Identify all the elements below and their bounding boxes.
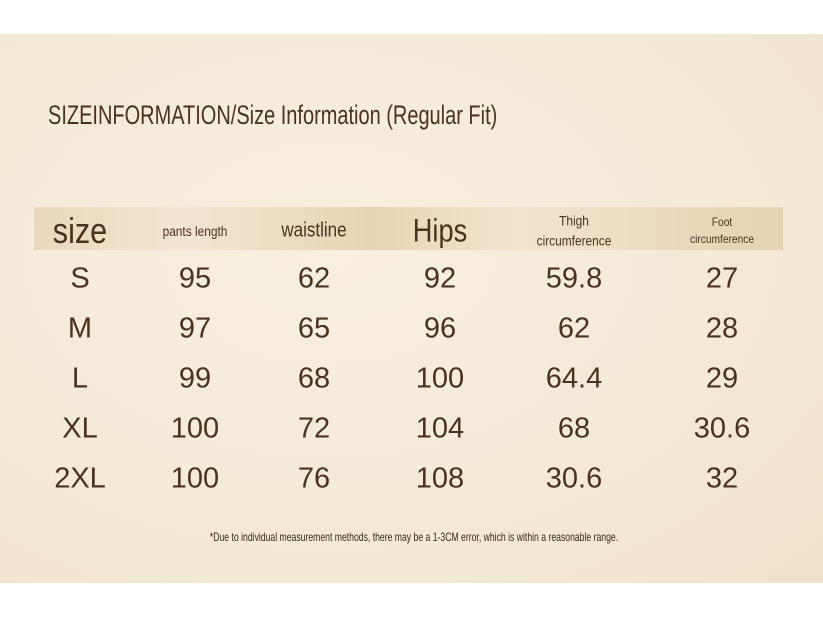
table-cell: 29: [705, 362, 739, 395]
table-cell: 62: [557, 312, 591, 345]
header-cell: waistline: [281, 219, 347, 242]
footnote: *Due to individual measurement methods, …: [209, 530, 619, 544]
table-cell: 30.6: [545, 462, 603, 495]
table-cell: 68: [297, 362, 331, 395]
header-cell: Foot circumference: [689, 215, 755, 246]
table-cell: 76: [297, 462, 331, 495]
table-cell: 62: [297, 262, 331, 295]
header-cell: size: [52, 210, 108, 251]
table-cell: 68: [557, 412, 591, 445]
panel: [0, 34, 823, 583]
table-cell: 99: [178, 362, 212, 395]
size-label: S: [70, 262, 90, 295]
table-cell: 32: [705, 462, 739, 495]
table-cell: 96: [423, 312, 457, 345]
table-cell: 100: [170, 462, 220, 495]
header-cell: Hips: [412, 212, 468, 249]
table-cell: 97: [178, 312, 212, 345]
table-cell: 95: [178, 262, 212, 295]
table-cell: 28: [705, 312, 739, 345]
size-label: M: [67, 312, 93, 345]
table-cell: 30.6: [693, 412, 751, 445]
table-cell: 108: [415, 462, 465, 495]
table-cell: 92: [423, 262, 457, 295]
table-cell: 72: [297, 412, 331, 445]
size-label: 2XL: [54, 462, 106, 495]
table-cell: 104: [415, 412, 465, 445]
header-cell: Thigh circumference: [536, 212, 612, 248]
table-cell: 100: [170, 412, 220, 445]
size-label: XL: [62, 412, 98, 445]
table-cell: 100: [415, 362, 465, 395]
table-cell: 59.8: [545, 262, 603, 295]
table-cell: 65: [297, 312, 331, 345]
size-label: L: [71, 362, 89, 395]
title: SIZEINFORMATION/Size Information (Regula…: [48, 100, 498, 130]
table-cell: 64.4: [545, 362, 603, 395]
header-band: [34, 207, 783, 250]
table-cell: 27: [705, 262, 739, 295]
header-cell: pants length: [162, 223, 228, 239]
